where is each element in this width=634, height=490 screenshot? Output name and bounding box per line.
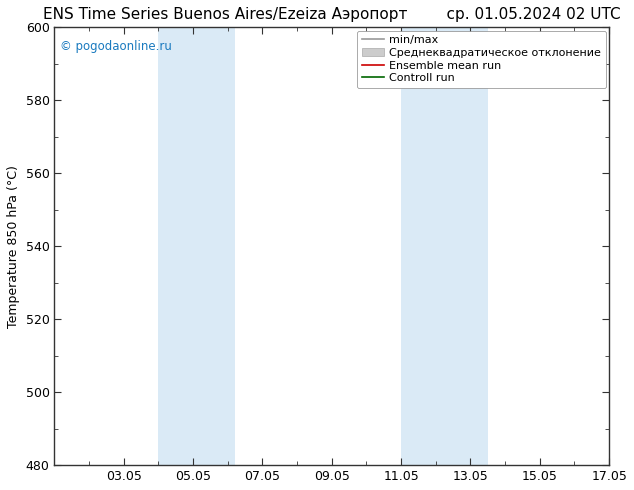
Text: © pogodaonline.ru: © pogodaonline.ru [60, 40, 172, 53]
Title: ENS Time Series Buenos Aires/Ezeiza Аэропорт        ср. 01.05.2024 02 UTC: ENS Time Series Buenos Aires/Ezeiza Аэро… [43, 7, 621, 22]
Bar [401, 27, 488, 465]
Y-axis label: Temperature 850 hPa (°C): Temperature 850 hPa (°C) [7, 165, 20, 328]
Legend: min/max, Среднеквадратическое отклонение, Ensemble mean run, Controll run: min/max, Среднеквадратическое отклонение… [357, 30, 605, 88]
Bar [158, 27, 235, 465]
